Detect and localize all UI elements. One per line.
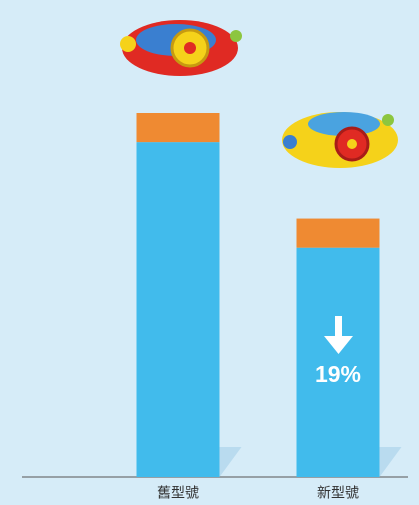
bar-segment	[136, 113, 220, 143]
new-toy-image	[282, 112, 398, 168]
old-toy-image	[120, 20, 242, 76]
x-tick-label: 新型號	[317, 485, 359, 501]
x-tick-label: 舊型號	[157, 485, 199, 501]
bar-shadow	[379, 447, 402, 477]
down-arrow	[324, 316, 353, 354]
annotation: 19%	[315, 361, 361, 387]
bar-segment	[296, 218, 380, 248]
bar-segment	[296, 247, 380, 477]
bar-shadow	[219, 447, 242, 477]
bar-segment	[136, 142, 220, 477]
